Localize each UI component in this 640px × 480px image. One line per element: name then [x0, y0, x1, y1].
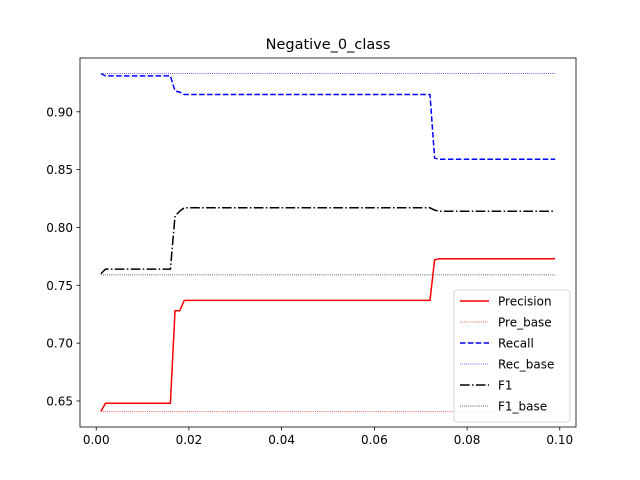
series-line-recall — [100, 72, 556, 160]
chart-title: Negative_0_class — [266, 37, 391, 53]
legend-label-f1-base: F1_base — [498, 400, 547, 414]
x-tick-label: 0.04 — [268, 433, 295, 447]
axes: 0.00 0.02 0.04 0.06 0.08 0.10 0.65 0.70 0.75 0.80… — [46, 57, 577, 447]
y-tick-label: 0.80 — [46, 221, 73, 235]
x-tick-label: 0.08 — [454, 433, 481, 447]
series-line-f1 — [100, 207, 556, 275]
legend-label-recall: Recall — [498, 337, 534, 351]
legend-label-precision: Precision — [498, 295, 552, 309]
y-tick-label: 0.85 — [46, 163, 73, 177]
legend-label-rec-base: Rec_base — [498, 358, 554, 372]
legend-label-pre-base: Pre_base — [498, 316, 552, 330]
plot-area — [100, 72, 556, 412]
y-tick-label: 0.75 — [46, 279, 73, 293]
x-tick-label: 0.02 — [176, 433, 203, 447]
y-tick-label: 0.70 — [46, 337, 73, 351]
y-tick-label: 0.65 — [46, 394, 73, 408]
legend-box — [453, 289, 571, 423]
y-tick-label: 0.90 — [46, 105, 73, 119]
x-tick-label: 0.06 — [361, 433, 388, 447]
axes-frame — [79, 57, 577, 428]
x-tick-label: 0.00 — [83, 433, 110, 447]
legend: Precision Pre_base Recall Rec_base F1 F1_base — [453, 289, 571, 423]
series-line-precision — [100, 257, 556, 412]
x-tick-label: 0.10 — [546, 433, 573, 447]
legend-label-f1: F1 — [498, 379, 513, 393]
